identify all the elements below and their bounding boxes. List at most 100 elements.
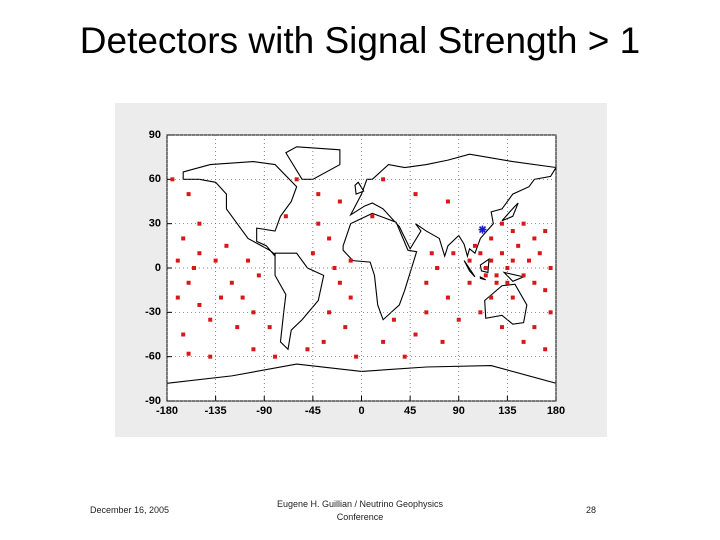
point	[532, 236, 537, 241]
point	[510, 295, 515, 300]
point	[181, 332, 186, 337]
slide-title: Detectors with Signal Strength > 1	[79, 20, 641, 61]
point	[256, 273, 261, 278]
point	[305, 347, 310, 352]
point	[354, 354, 359, 359]
point	[548, 266, 553, 270]
point	[186, 192, 191, 197]
point	[197, 221, 202, 226]
point	[424, 310, 429, 315]
x-tick-label: 180	[547, 405, 565, 417]
footer-page: 28	[586, 505, 597, 515]
point	[494, 273, 499, 278]
point	[213, 258, 218, 263]
point	[548, 310, 553, 315]
point	[224, 243, 229, 248]
point	[208, 354, 213, 359]
point	[532, 325, 537, 330]
point	[381, 339, 386, 344]
point	[445, 295, 450, 300]
point	[537, 251, 542, 256]
y-tick-label: -60	[145, 351, 161, 363]
y-tick-label: -30	[145, 306, 161, 318]
point	[251, 347, 256, 352]
point	[175, 295, 180, 300]
point	[489, 258, 494, 263]
point	[175, 258, 180, 263]
point	[505, 266, 510, 270]
point	[181, 236, 186, 241]
point	[235, 325, 240, 330]
point	[186, 351, 191, 356]
footer-date: December 16, 2005	[90, 505, 170, 515]
point	[521, 273, 526, 278]
point	[208, 317, 213, 322]
point	[532, 280, 537, 285]
y-tick-label: 90	[149, 129, 161, 141]
point	[499, 221, 504, 226]
point	[381, 177, 386, 182]
point	[413, 192, 418, 197]
point	[337, 280, 342, 285]
point	[543, 229, 548, 234]
point	[456, 317, 461, 322]
point	[526, 258, 531, 263]
point	[391, 317, 396, 322]
point	[489, 295, 494, 300]
point	[489, 236, 494, 241]
point	[478, 310, 483, 315]
point	[478, 251, 483, 256]
point	[510, 258, 515, 263]
point	[251, 310, 256, 315]
x-tick-label: -90	[256, 405, 272, 417]
point	[246, 258, 251, 263]
y-tick-label: 0	[155, 262, 161, 274]
point	[348, 258, 353, 263]
point	[327, 236, 332, 241]
point	[219, 295, 224, 300]
point	[267, 325, 272, 330]
y-tick-label: 30	[149, 218, 161, 230]
point	[478, 225, 487, 234]
point	[413, 332, 418, 337]
point	[543, 288, 548, 293]
point	[521, 221, 526, 226]
point	[445, 199, 450, 204]
x-tick-label: 135	[498, 405, 516, 417]
point	[435, 266, 440, 270]
point	[483, 273, 488, 278]
point	[316, 192, 321, 197]
point	[483, 266, 488, 270]
point	[472, 243, 477, 248]
point	[402, 354, 407, 359]
point	[343, 325, 348, 330]
point	[294, 177, 299, 182]
point	[424, 280, 429, 285]
point	[170, 177, 175, 182]
point	[197, 251, 202, 256]
point	[521, 339, 526, 344]
point	[499, 251, 504, 256]
point	[499, 325, 504, 330]
point	[516, 243, 521, 248]
x-tick-label: 90	[453, 405, 465, 417]
point	[505, 280, 510, 285]
x-tick-label: 45	[404, 405, 416, 417]
x-tick-label: -135	[205, 405, 227, 417]
point	[186, 280, 191, 285]
point	[229, 280, 234, 285]
point	[283, 214, 288, 219]
point	[332, 266, 337, 270]
point	[316, 221, 321, 226]
point	[310, 251, 315, 256]
point	[240, 295, 245, 300]
point	[429, 251, 434, 256]
y-tick-label: -90	[145, 395, 161, 407]
point	[467, 258, 472, 263]
x-tick-label: 0	[358, 405, 364, 417]
x-tick-label: -180	[156, 405, 178, 417]
coastlines	[167, 147, 556, 383]
point	[440, 339, 445, 344]
